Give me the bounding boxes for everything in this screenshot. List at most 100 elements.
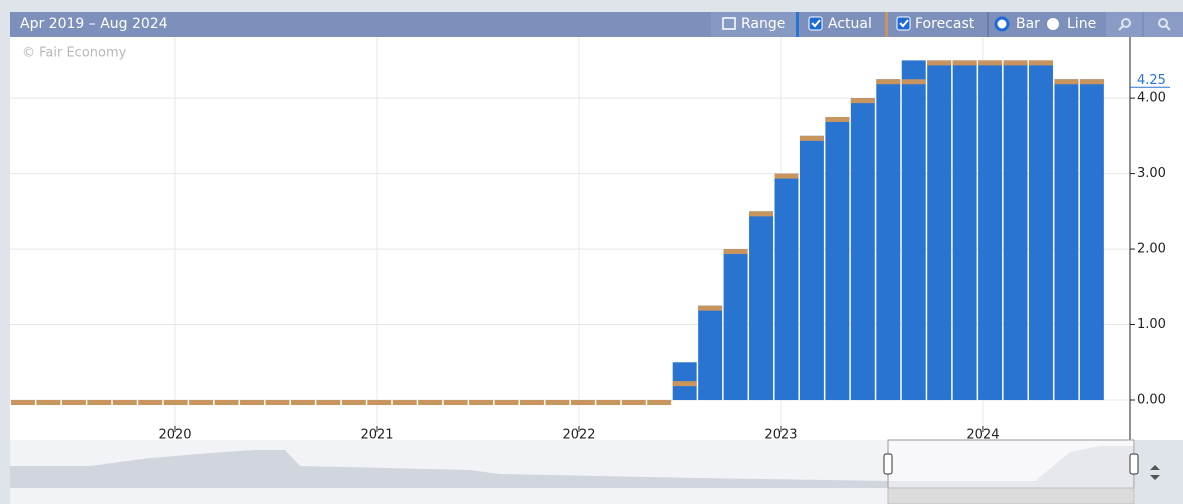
forecast-marker bbox=[698, 305, 723, 311]
forecast-marker bbox=[469, 400, 494, 406]
forecast-marker bbox=[672, 381, 697, 387]
forecast-marker bbox=[1029, 60, 1053, 66]
bar bbox=[901, 60, 926, 401]
forecast-marker bbox=[87, 400, 112, 406]
check bbox=[811, 19, 821, 28]
forecast-marker bbox=[723, 249, 748, 255]
zoom-icon bbox=[1158, 18, 1168, 28]
range-label[interactable]: Range bbox=[741, 16, 785, 32]
zoom-icon bbox=[1121, 18, 1131, 28]
forecast-marker bbox=[520, 400, 544, 406]
bar-label[interactable]: Bar bbox=[1016, 16, 1040, 32]
bar bbox=[1029, 60, 1053, 401]
forecast-marker bbox=[189, 400, 214, 406]
bar bbox=[774, 173, 799, 401]
forecast-marker bbox=[545, 400, 570, 406]
forecast-marker bbox=[290, 400, 315, 406]
forecast-marker bbox=[214, 400, 239, 406]
forecast-marker bbox=[850, 98, 875, 104]
forecast-marker bbox=[316, 400, 341, 406]
y-tick-label: 4.00 bbox=[1137, 91, 1166, 106]
bar bbox=[799, 135, 824, 401]
actual-checkbox[interactable] bbox=[808, 16, 823, 31]
forecast-marker bbox=[36, 400, 61, 406]
bar bbox=[825, 116, 850, 401]
forecast-marker bbox=[749, 211, 773, 217]
watermark: © Fair Economy bbox=[22, 46, 127, 61]
bar bbox=[978, 60, 1003, 401]
y-tick-label: 0.00 bbox=[1137, 393, 1166, 408]
check bbox=[899, 19, 909, 28]
forecast-marker bbox=[163, 400, 188, 406]
navigator-area bbox=[10, 446, 1134, 488]
scrollbar-thumb[interactable] bbox=[887, 487, 1135, 504]
forecast-marker bbox=[61, 400, 86, 406]
forecast-marker bbox=[341, 400, 366, 406]
x-tick-label: 2024 bbox=[966, 428, 999, 443]
forecast-marker bbox=[774, 173, 799, 179]
forecast-marker bbox=[11, 400, 35, 406]
forecast-marker bbox=[570, 400, 595, 406]
navigator-handle[interactable] bbox=[883, 453, 893, 475]
x-tick-label: 2022 bbox=[562, 428, 595, 443]
divider bbox=[987, 12, 989, 37]
line-label[interactable]: Line bbox=[1067, 16, 1096, 32]
y-tick-label: 1.00 bbox=[1137, 317, 1166, 332]
bar bbox=[850, 98, 875, 401]
line-radio[interactable] bbox=[1047, 18, 1059, 30]
y-tick-label: 2.00 bbox=[1137, 242, 1166, 257]
legend-label[interactable]: Actual bbox=[828, 16, 872, 32]
bar bbox=[1054, 79, 1079, 401]
navigator-handle[interactable] bbox=[1129, 453, 1139, 475]
bar bbox=[927, 60, 952, 401]
forecast-marker bbox=[799, 135, 824, 141]
forecast-marker bbox=[418, 400, 443, 406]
scroll-arrows[interactable] bbox=[1150, 465, 1160, 480]
last-value-label: 4.25 bbox=[1137, 73, 1166, 88]
forecast-marker bbox=[138, 400, 163, 406]
forecast-marker bbox=[901, 79, 926, 85]
forecast-marker bbox=[240, 400, 264, 406]
forecast-marker bbox=[494, 400, 519, 406]
bar bbox=[876, 79, 901, 401]
divider bbox=[885, 12, 888, 37]
x-tick-label: 2021 bbox=[360, 428, 393, 443]
legend-label[interactable]: Forecast bbox=[915, 16, 975, 32]
forecast-marker bbox=[952, 60, 977, 66]
bar-radio[interactable] bbox=[994, 16, 1010, 32]
forecast-marker bbox=[927, 60, 952, 66]
forecast-marker bbox=[1003, 60, 1028, 66]
y-tick-label: 3.00 bbox=[1137, 166, 1166, 181]
forecast-marker bbox=[265, 400, 290, 406]
x-tick-label: 2020 bbox=[158, 428, 191, 443]
bar bbox=[952, 60, 977, 401]
x-tick-label: 2023 bbox=[764, 428, 797, 443]
forecast-marker bbox=[647, 400, 672, 406]
forecast-marker bbox=[1079, 79, 1104, 85]
bar bbox=[1079, 79, 1104, 401]
forecast-marker bbox=[825, 116, 850, 122]
forecast-marker bbox=[367, 400, 392, 406]
forecast-checkbox[interactable] bbox=[896, 16, 911, 31]
zoom-in[interactable] bbox=[1106, 12, 1142, 37]
zoom-icon bbox=[1165, 25, 1171, 31]
divider bbox=[796, 12, 799, 37]
forecast-marker bbox=[978, 60, 1003, 66]
forecast-marker bbox=[443, 400, 468, 406]
bar bbox=[698, 305, 723, 401]
calendar-icon bbox=[722, 17, 736, 30]
forecast-marker bbox=[621, 400, 646, 406]
date-range: Apr 2019 – Aug 2024 bbox=[20, 16, 168, 32]
bar bbox=[1003, 60, 1028, 401]
navigator-selection[interactable] bbox=[887, 439, 1135, 489]
range-button[interactable] bbox=[711, 12, 797, 37]
forecast-marker bbox=[392, 400, 417, 406]
zoom-icon bbox=[1118, 25, 1124, 31]
forecast-marker bbox=[1054, 79, 1079, 85]
forecast-marker bbox=[596, 400, 621, 406]
forecast-marker bbox=[112, 400, 137, 406]
bar bbox=[749, 211, 773, 401]
forecast-marker bbox=[876, 79, 901, 85]
zoom-out[interactable] bbox=[1144, 12, 1183, 37]
